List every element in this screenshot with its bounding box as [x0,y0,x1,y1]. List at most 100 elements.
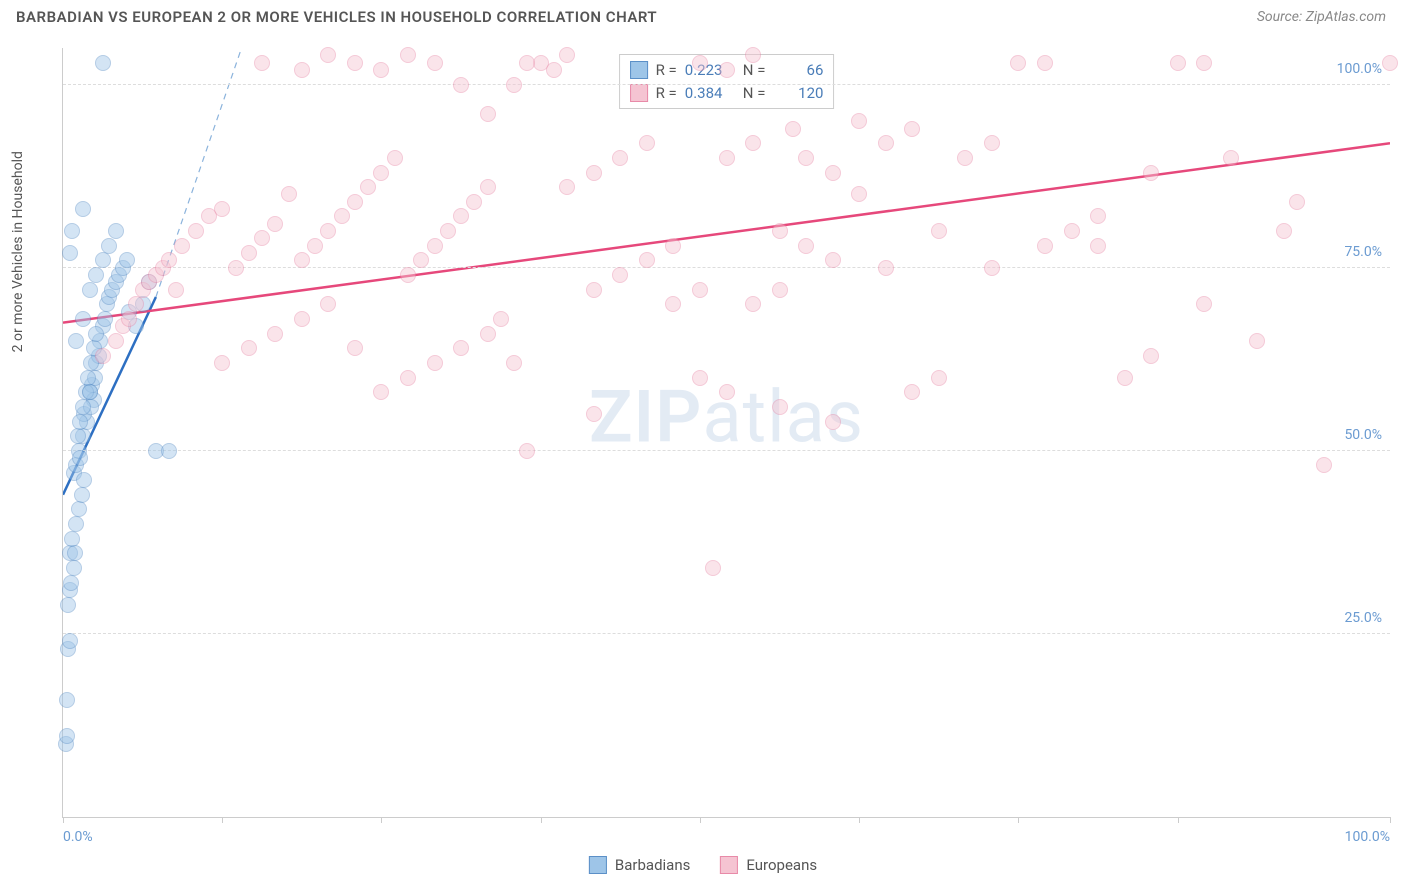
scatter-point [108,333,124,349]
y-axis-label: 2 or more Vehicles in Household [10,151,26,352]
scatter-point [95,348,111,364]
scatter-point [63,575,79,591]
scatter-point [1276,223,1292,239]
scatter-point [705,560,721,576]
plot-area: ZIPatlas R =0.223N =66R =0.384N =120 25.… [62,48,1390,818]
scatter-point [373,62,389,78]
scatter-point [639,252,655,268]
scatter-point [427,55,443,71]
x-tick [859,817,860,823]
scatter-point [453,208,469,224]
scatter-point [400,370,416,386]
scatter-point [68,516,84,532]
scatter-point [68,333,84,349]
x-tick [700,817,701,823]
scatter-point [825,414,841,430]
scatter-point [1143,165,1159,181]
gridline-h [63,450,1390,451]
scatter-point [904,121,920,137]
gridline-h [63,633,1390,634]
scatter-point [254,230,270,246]
scatter-point [984,135,1000,151]
x-tick-label: 100.0% [1345,829,1390,845]
scatter-point [267,216,283,232]
scatter-point [320,296,336,312]
scatter-point [76,472,92,488]
legend-swatch [720,856,738,874]
x-tick [1390,817,1391,823]
scatter-point [825,165,841,181]
scatter-point [506,77,522,93]
scatter-point [772,223,788,239]
r-label: R = [656,59,677,82]
scatter-point [878,135,894,151]
scatter-point [214,201,230,217]
scatter-point [719,62,735,78]
scatter-point [88,326,104,342]
series-legend: BarbadiansEuropeans [589,856,817,874]
scatter-point [692,55,708,71]
scatter-point [480,106,496,122]
scatter-point [1117,370,1133,386]
scatter-point [400,267,416,283]
scatter-point [70,428,86,444]
scatter-point [97,311,113,327]
scatter-point [320,223,336,239]
scatter-point [64,531,80,547]
scatter-point [75,399,91,415]
scatter-point [281,186,297,202]
scatter-point [72,450,88,466]
scatter-point [373,165,389,181]
scatter-point [267,326,283,342]
n-label: N = [743,82,766,105]
scatter-point [88,267,104,283]
y-tick-label: 100.0% [1337,61,1382,77]
scatter-point [984,260,1000,276]
scatter-point [95,252,111,268]
scatter-point [294,62,310,78]
scatter-point [745,47,761,63]
scatter-point [493,311,509,327]
scatter-point [612,267,628,283]
scatter-point [745,296,761,312]
x-tick-label: 0.0% [63,829,93,845]
scatter-point [825,252,841,268]
legend-label: Europeans [746,856,817,874]
n-value: 66 [773,59,823,82]
scatter-point [347,340,363,356]
scatter-point [66,560,82,576]
scatter-point [480,179,496,195]
scatter-point [519,55,535,71]
scatter-point [413,252,429,268]
r-label: R = [656,82,677,105]
scatter-point [62,633,78,649]
scatter-point [719,150,735,166]
scatter-point [546,62,562,78]
scatter-point [75,311,91,327]
scatter-point [440,223,456,239]
scatter-point [957,150,973,166]
scatter-point [1316,457,1332,473]
scatter-point [71,501,87,517]
scatter-point [559,179,575,195]
scatter-point [1037,55,1053,71]
scatter-point [798,238,814,254]
scatter-point [798,150,814,166]
scatter-point [214,355,230,371]
scatter-point [559,47,575,63]
scatter-point [665,238,681,254]
scatter-point [121,311,137,327]
scatter-point [60,597,76,613]
scatter-point [334,208,350,224]
scatter-point [931,370,947,386]
scatter-point [294,252,310,268]
scatter-point [506,355,522,371]
scatter-point [347,55,363,71]
scatter-point [1170,55,1186,71]
scatter-point [128,296,144,312]
source-attribution: Source: ZipAtlas.com [1257,9,1386,25]
scatter-point [228,260,244,276]
scatter-point [453,77,469,93]
scatter-point [188,223,204,239]
scatter-point [241,245,257,261]
